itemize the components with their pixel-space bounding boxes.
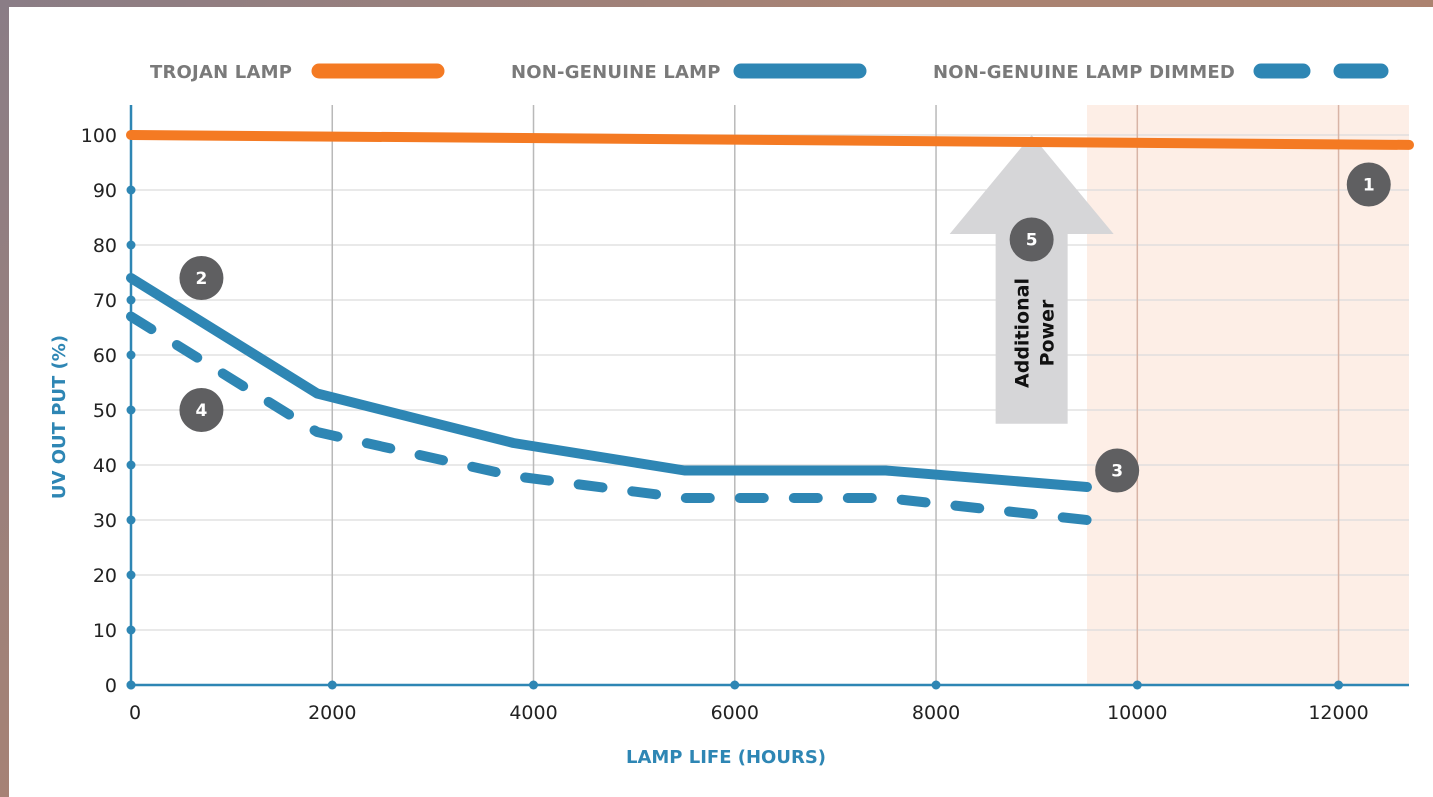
y-tick-dot xyxy=(126,240,136,250)
annotation-marker-5 xyxy=(1009,217,1054,262)
series-line-2 xyxy=(126,273,1092,492)
y-tick-label: 0 xyxy=(105,675,117,697)
x-tick-dot xyxy=(1334,680,1344,690)
y-tick-dot xyxy=(126,460,136,470)
y-tick-dot xyxy=(126,515,136,525)
y-tick-label: 20 xyxy=(93,565,117,587)
y-tick-label: 60 xyxy=(93,345,117,367)
chart-frame: 0 10 20 30 40 50 60 70 80 90 100 0 2000 4000 6000 8000 1… xyxy=(9,7,1433,797)
series-group xyxy=(126,130,1414,525)
annotation-marker-label: 4 xyxy=(196,401,208,421)
legend-label: TROJAN LAMP xyxy=(150,62,292,83)
y-tick-label: 70 xyxy=(93,290,117,312)
x-tick-label: 6000 xyxy=(711,702,759,724)
uv-output-line-chart: 0 10 20 30 40 50 60 70 80 90 100 0 2000 4000 6000 8000 1… xyxy=(49,62,1414,768)
annotation-marker-label: 2 xyxy=(196,269,208,289)
y-tick-label: 100 xyxy=(81,125,117,147)
x-tick-label: 12000 xyxy=(1308,702,1368,724)
annotation-marker-3 xyxy=(1095,448,1140,493)
x-tick-dot xyxy=(1132,680,1142,690)
additional-power-arrow-group: Additional Power xyxy=(949,135,1114,424)
x-tick-label: 4000 xyxy=(509,702,557,724)
x-tick-label: 2000 xyxy=(308,702,356,724)
y-tick-label: 90 xyxy=(93,180,117,202)
annotation-marker-label: 1 xyxy=(1363,176,1375,196)
y-tick-label: 30 xyxy=(93,510,117,532)
x-tick-label: 0 xyxy=(129,702,141,724)
y-tick-dot xyxy=(126,570,136,580)
y-tick-dot xyxy=(126,295,136,305)
axes-group: 0 10 20 30 40 50 60 70 80 90 100 0 2000 4000 6000 8000 1… xyxy=(81,105,1409,724)
y-tick-dot xyxy=(126,405,136,415)
x-tick-dot xyxy=(529,680,539,690)
y-axis-title: UV OUT PUT (%) xyxy=(49,335,70,499)
x-tick-label: 10000 xyxy=(1107,702,1167,724)
legend-label: NON-GENUINE LAMP xyxy=(511,62,721,83)
y-tick-label: 80 xyxy=(93,235,117,257)
annotation-markers-group: 1 2 3 4 5 xyxy=(179,162,1391,493)
arrow-label-line1: Additional xyxy=(1012,278,1034,388)
legend-label: NON-GENUINE LAMP DIMMED xyxy=(933,62,1235,83)
x-tick-dot xyxy=(126,680,136,690)
x-axis-title: LAMP LIFE (HOURS) xyxy=(626,747,826,768)
additional-power-arrow xyxy=(949,135,1114,424)
legend-group: TROJAN LAMP NON-GENUINE LAMP NON-GENUINE L… xyxy=(150,62,1389,83)
y-tick-dot xyxy=(126,185,136,195)
y-tick-dot xyxy=(126,625,136,635)
x-tick-label: 8000 xyxy=(912,702,960,724)
x-tick-dot xyxy=(730,680,740,690)
annotation-marker-label: 3 xyxy=(1111,462,1123,482)
x-tick-dot xyxy=(931,680,941,690)
annotation-marker-1 xyxy=(1346,162,1391,207)
y-tick-dot xyxy=(126,350,136,360)
series-line-3 xyxy=(126,311,1092,525)
y-tick-label: 40 xyxy=(93,455,117,477)
x-tick-dot xyxy=(327,680,337,690)
arrow-label-line2: Power xyxy=(1037,299,1059,366)
annotation-marker-label: 5 xyxy=(1026,231,1038,251)
y-tick-label: 10 xyxy=(93,620,117,642)
y-tick-label: 50 xyxy=(93,400,117,422)
annotation-marker-4 xyxy=(179,388,224,432)
annotation-marker-2 xyxy=(179,256,224,300)
series-line-1 xyxy=(126,130,1414,150)
